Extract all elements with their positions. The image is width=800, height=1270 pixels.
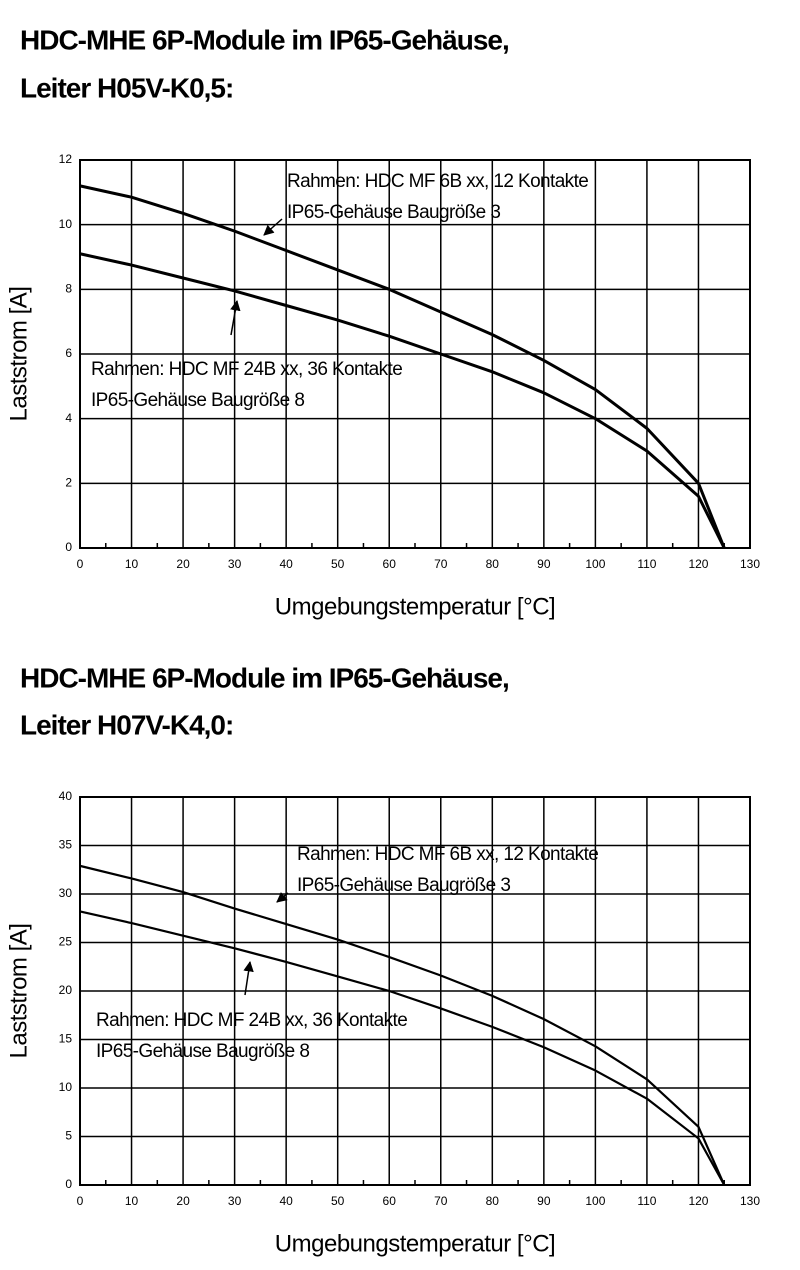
y-tick-label: 0	[65, 540, 72, 554]
x-tick-label: 60	[383, 557, 397, 571]
plot-frame	[79, 159, 751, 549]
y-tick-label: 0	[65, 1177, 72, 1191]
x-tick-label: 60	[383, 1194, 397, 1208]
x-tick-label: 30	[228, 557, 242, 571]
x-tick-label: 90	[537, 1194, 551, 1208]
x-tick-label: 40	[279, 1194, 293, 1208]
annotation: IP65-Gehäuse Baugröße 3	[297, 875, 510, 896]
annotation: IP65-Gehäuse Baugröße 3	[287, 202, 500, 223]
x-tick-label: 80	[486, 1194, 500, 1208]
y-axis-label: Laststrom [A]	[5, 924, 32, 1059]
x-tick-label: 40	[279, 557, 293, 571]
y-tick-label: 10	[59, 217, 73, 231]
x-tick-label: 110	[637, 557, 656, 571]
x-tick-label: 120	[688, 1194, 708, 1208]
chart-title: HDC-MHE 6P-Module im IP65-Gehäuse,	[20, 24, 509, 55]
chart-title: Leiter H05V-K0,5:	[20, 72, 233, 103]
plot-frame	[79, 796, 751, 1186]
x-tick-label: 80	[486, 557, 500, 571]
annotation: IP65-Gehäuse Baugröße 8	[91, 390, 304, 411]
chart-title: HDC-MHE 6P-Module im IP65-Gehäuse,	[20, 662, 509, 693]
x-tick-label: 50	[331, 557, 345, 571]
y-tick-label: 20	[59, 983, 73, 997]
y-tick-label: 4	[65, 411, 72, 425]
x-tick-label: 10	[125, 1194, 139, 1208]
y-tick-label: 10	[59, 1080, 73, 1094]
x-tick-label: 30	[228, 1194, 242, 1208]
y-tick-label: 5	[65, 1129, 72, 1143]
annotation: Rahmen: HDC MF 24B xx, 36 Kontakte	[96, 1010, 407, 1031]
x-tick-label: 130	[740, 1194, 760, 1208]
annotation: Rahmen: HDC MF 6B xx, 12 Kontakte	[297, 844, 598, 865]
series-line	[79, 910, 726, 1186]
x-tick-label: 20	[176, 557, 190, 571]
y-tick-label: 8	[65, 282, 72, 296]
x-tick-label: 120	[688, 557, 708, 571]
y-tick-label: 40	[59, 789, 73, 803]
x-tick-label: 110	[637, 1194, 656, 1208]
y-tick-label: 2	[65, 476, 72, 490]
annotation-arrow	[263, 218, 283, 236]
y-tick-label: 25	[59, 935, 73, 949]
x-tick-label: 20	[176, 1194, 190, 1208]
x-axis-label: Umgebungstemperatur [°C]	[275, 1230, 555, 1257]
y-tick-label: 12	[59, 152, 73, 166]
series-line	[79, 252, 726, 549]
x-tick-label: 0	[77, 1194, 84, 1208]
annotation-arrow	[276, 891, 289, 903]
x-tick-label: 0	[77, 557, 84, 571]
x-tick-label: 100	[585, 557, 605, 571]
y-axis-label: Laststrom [A]	[5, 287, 32, 422]
x-tick-label: 50	[331, 1194, 345, 1208]
annotation: Rahmen: HDC MF 6B xx, 12 Kontakte	[287, 171, 588, 192]
annotation-arrow	[243, 960, 254, 996]
x-axis-label: Umgebungstemperatur [°C]	[275, 593, 555, 620]
y-tick-label: 35	[59, 838, 73, 852]
x-tick-label: 10	[125, 557, 139, 571]
annotation: IP65-Gehäuse Baugröße 8	[96, 1041, 309, 1062]
x-tick-label: 130	[740, 557, 760, 571]
x-tick-label: 70	[434, 557, 448, 571]
x-tick-label: 90	[537, 557, 551, 571]
annotation-arrow	[230, 299, 241, 336]
series-line	[79, 184, 726, 549]
y-tick-label: 6	[65, 346, 72, 360]
series-line	[79, 864, 726, 1186]
chart-title: Leiter H07V-K4,0:	[20, 709, 233, 740]
y-tick-label: 30	[59, 886, 73, 900]
y-tick-label: 15	[59, 1032, 73, 1046]
x-tick-label: 100	[585, 1194, 605, 1208]
annotation: Rahmen: HDC MF 24B xx, 36 Kontakte	[91, 359, 402, 380]
x-tick-label: 70	[434, 1194, 448, 1208]
